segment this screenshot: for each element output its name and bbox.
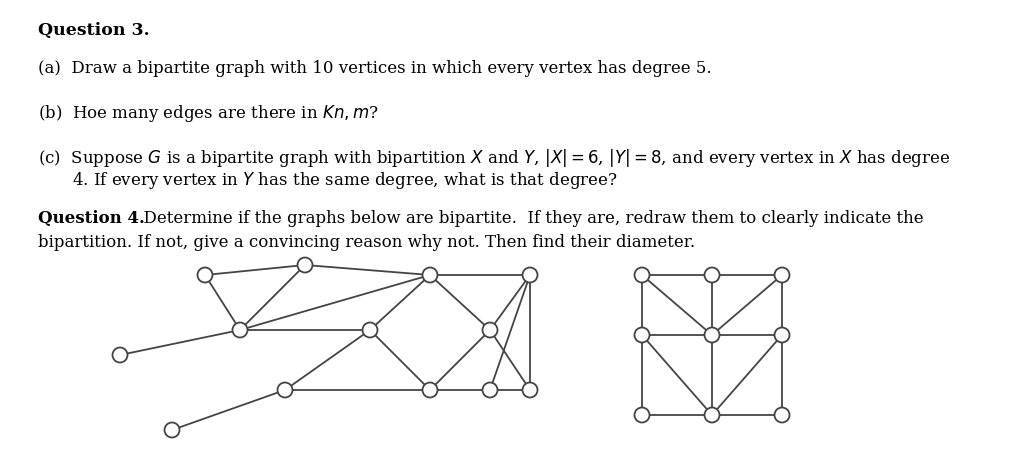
- Circle shape: [362, 323, 378, 338]
- Circle shape: [278, 383, 293, 398]
- Circle shape: [522, 383, 538, 398]
- Circle shape: [232, 323, 248, 338]
- Circle shape: [705, 267, 720, 282]
- Circle shape: [705, 327, 720, 342]
- Circle shape: [198, 267, 213, 282]
- Circle shape: [298, 257, 312, 272]
- Circle shape: [113, 348, 128, 363]
- Text: Determine if the graphs below are bipartite.  If they are, redraw them to clearl: Determine if the graphs below are bipart…: [133, 210, 924, 227]
- Text: Question 3.: Question 3.: [38, 22, 150, 39]
- Circle shape: [423, 383, 437, 398]
- Text: (a)  Draw a bipartite graph with 10 vertices in which every vertex has degree 5.: (a) Draw a bipartite graph with 10 verti…: [38, 60, 712, 77]
- Circle shape: [705, 408, 720, 423]
- Text: (c)  Suppose $G$ is a bipartite graph with bipartition $X$ and $Y$, $|X| = 6$, $: (c) Suppose $G$ is a bipartite graph wit…: [38, 147, 950, 169]
- Circle shape: [774, 267, 790, 282]
- Circle shape: [423, 267, 437, 282]
- Circle shape: [635, 267, 649, 282]
- Text: 4. If every vertex in $Y$ has the same degree, what is that degree?: 4. If every vertex in $Y$ has the same d…: [72, 170, 617, 191]
- Circle shape: [774, 327, 790, 342]
- Circle shape: [482, 383, 498, 398]
- Circle shape: [774, 408, 790, 423]
- Circle shape: [635, 327, 649, 342]
- Circle shape: [165, 423, 179, 438]
- Text: Question 4.: Question 4.: [38, 210, 144, 227]
- Text: (b)  Hoe many edges are there in $Kn, m$?: (b) Hoe many edges are there in $Kn, m$?: [38, 103, 379, 124]
- Circle shape: [522, 267, 538, 282]
- Circle shape: [635, 408, 649, 423]
- Text: bipartition. If not, give a convincing reason why not. Then find their diameter.: bipartition. If not, give a convincing r…: [38, 234, 695, 251]
- Circle shape: [482, 323, 498, 338]
